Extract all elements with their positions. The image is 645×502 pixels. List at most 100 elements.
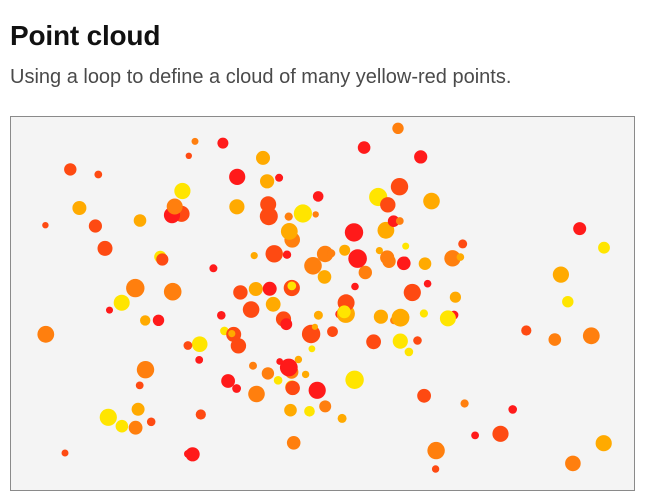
cloud-point	[191, 137, 199, 145]
cloud-point	[115, 419, 129, 433]
cloud-point	[460, 399, 469, 408]
cloud-point	[126, 278, 145, 298]
cloud-point	[133, 214, 147, 227]
cloud-point	[308, 381, 326, 399]
cloud-point	[265, 245, 283, 263]
cloud-point	[94, 170, 103, 179]
cloud-point	[317, 270, 332, 284]
page-title: Point cloud	[10, 20, 161, 51]
cloud-point	[471, 431, 479, 440]
cloud-point	[282, 250, 292, 259]
cloud-point	[163, 282, 182, 301]
point-cloud-canvas[interactable]	[10, 116, 635, 491]
cloud-point	[456, 253, 465, 261]
cloud-point	[357, 141, 371, 154]
cloud-point	[280, 223, 298, 240]
cloud-point	[390, 178, 409, 196]
cloud-point	[595, 435, 612, 452]
cloud-point	[344, 223, 364, 242]
cloud-point	[248, 385, 265, 403]
point-cloud-svg	[37, 122, 612, 473]
cloud-point	[548, 333, 562, 346]
cloud-point	[42, 222, 49, 229]
cloud-point	[301, 370, 310, 379]
cloud-point	[339, 244, 351, 256]
cloud-point	[156, 253, 169, 266]
cloud-point	[273, 376, 283, 385]
cloud-point	[327, 249, 336, 258]
cloud-point	[64, 163, 77, 176]
cloud-point	[392, 122, 404, 134]
cloud-point	[313, 310, 323, 320]
cloud-point	[582, 327, 600, 345]
cloud-point	[106, 306, 113, 314]
cloud-point	[345, 370, 364, 389]
cloud-point	[413, 336, 422, 345]
cloud-point	[195, 356, 204, 364]
cloud-point	[304, 257, 322, 275]
cloud-point	[327, 326, 338, 337]
cloud-point	[552, 266, 570, 283]
cloud-point	[417, 388, 431, 403]
cloud-point	[598, 241, 610, 254]
cloud-point	[265, 296, 281, 312]
cloud-point	[183, 341, 193, 350]
cloud-point	[128, 420, 143, 435]
cloud-point	[573, 222, 587, 236]
cloud-point	[387, 215, 400, 227]
cloud-point	[72, 201, 87, 215]
cloud-point	[423, 279, 432, 288]
cloud-point	[256, 150, 270, 165]
cloud-point	[37, 325, 55, 343]
cloud-point	[402, 242, 410, 250]
cloud-point	[135, 381, 144, 390]
cloud-point	[449, 291, 461, 303]
cloud-point	[521, 325, 532, 336]
cloud-point	[195, 409, 206, 420]
cloud-point	[259, 207, 278, 226]
cloud-point	[377, 221, 395, 239]
cloud-point	[185, 152, 192, 159]
cloud-point	[423, 192, 440, 210]
cloud-point	[191, 336, 208, 352]
cloud-point	[232, 384, 242, 393]
cloud-point	[391, 308, 410, 327]
cloud-point	[492, 425, 509, 442]
cloud-point	[184, 450, 192, 458]
cloud-point	[139, 369, 147, 378]
cloud-point	[286, 436, 301, 450]
cloud-point	[166, 198, 183, 215]
cloud-point	[403, 283, 421, 302]
cloud-point	[380, 197, 396, 213]
cloud-point	[397, 256, 411, 271]
cloud-point	[261, 367, 275, 380]
cloud-point	[337, 305, 351, 319]
cloud-point	[431, 465, 440, 473]
cloud-point	[508, 405, 517, 414]
cloud-point	[221, 374, 236, 388]
cloud-point	[250, 252, 258, 260]
cloud-point	[248, 282, 263, 296]
cloud-point	[380, 250, 395, 265]
cloud-point	[395, 217, 404, 225]
cloud-point	[260, 174, 275, 189]
cloud-point	[312, 211, 319, 218]
cloud-point	[280, 318, 293, 331]
cloud-point	[249, 361, 257, 370]
cloud-point	[293, 204, 312, 223]
cloud-point	[229, 199, 245, 215]
cloud-point	[229, 168, 246, 185]
cloud-point	[242, 301, 260, 318]
cloud-point	[375, 247, 383, 255]
cloud-point	[392, 333, 408, 349]
cloud-point	[146, 417, 156, 427]
cloud-point	[311, 323, 318, 330]
cloud-point	[312, 191, 324, 202]
cloud-point	[294, 355, 303, 364]
cloud-point	[97, 240, 113, 256]
cloud-point	[304, 406, 315, 417]
cloud-point	[262, 281, 277, 296]
cloud-point	[217, 311, 226, 320]
cloud-point	[284, 212, 293, 221]
cloud-point	[418, 257, 432, 270]
